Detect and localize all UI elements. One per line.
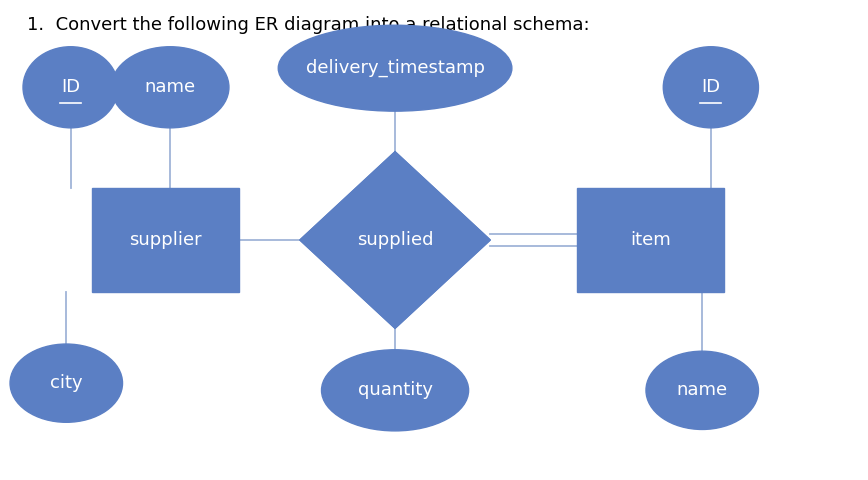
Text: name: name: [145, 78, 195, 96]
Text: supplier: supplier: [129, 231, 202, 249]
Ellipse shape: [111, 47, 229, 128]
FancyBboxPatch shape: [92, 188, 240, 292]
Ellipse shape: [279, 25, 512, 111]
Text: name: name: [677, 381, 727, 399]
Text: city: city: [50, 374, 82, 392]
Ellipse shape: [10, 344, 122, 422]
Ellipse shape: [321, 350, 469, 431]
Text: quantity: quantity: [358, 381, 432, 399]
Text: item: item: [630, 231, 671, 249]
Text: 1.  Convert the following ER diagram into a relational schema:: 1. Convert the following ER diagram into…: [28, 16, 590, 34]
Ellipse shape: [663, 47, 759, 128]
Text: delivery_timestamp: delivery_timestamp: [306, 59, 484, 77]
Text: supplied: supplied: [357, 231, 433, 249]
Ellipse shape: [23, 47, 118, 128]
Text: ID: ID: [701, 78, 720, 96]
Text: ID: ID: [61, 78, 80, 96]
Polygon shape: [299, 152, 490, 328]
Ellipse shape: [646, 351, 759, 430]
FancyBboxPatch shape: [576, 188, 724, 292]
